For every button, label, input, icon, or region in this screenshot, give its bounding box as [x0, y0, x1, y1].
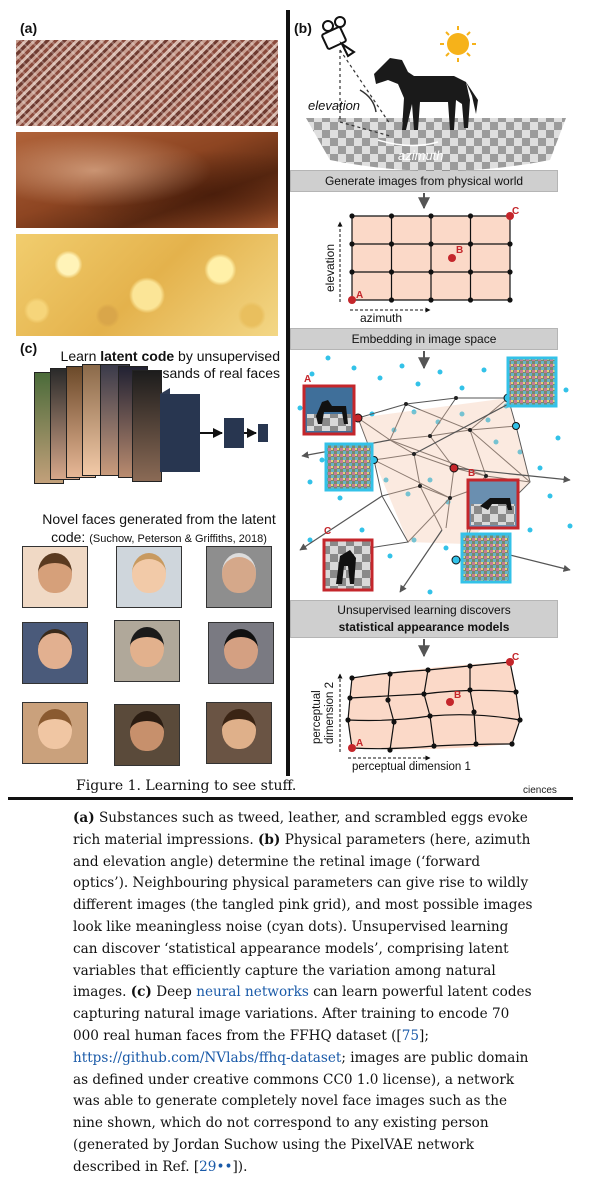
grid2-y-label-2: dimension 2 — [324, 682, 336, 744]
noise-image — [460, 532, 512, 584]
grid-fill — [348, 662, 520, 750]
perceptual-dimension-grid: A B C perceptual dimension 2 perceptual … — [311, 652, 523, 773]
rendered-horse-image-c — [322, 538, 374, 592]
figure-rule — [8, 797, 573, 800]
generated-face-image — [22, 546, 88, 608]
panel-c-heading: Learn latent code by unsupervised traini… — [50, 348, 280, 382]
generated-face-image — [114, 620, 180, 682]
figure-drawing: elevation azimuth A — [160, 16, 573, 773]
embedding-point-b: B — [468, 468, 475, 479]
caption-c-text-3: ]; — [419, 1027, 429, 1044]
rendered-horse-image-b — [466, 478, 520, 530]
physical-parameter-grid: A B C elevation azimuth — [323, 206, 519, 325]
grid2-x-label: perceptual dimension 1 — [352, 761, 471, 773]
caption-c-text-5: ]). — [232, 1158, 248, 1175]
elevation-scene-label: elevation — [308, 98, 360, 113]
step-generate-bar: Generate images from physical world — [290, 170, 558, 192]
camera-icon — [321, 16, 356, 58]
caption-c-text-4: ; images are public domain as defined un… — [73, 1049, 529, 1175]
step3-line2: statistical appearance models — [338, 620, 510, 634]
generated-face-image — [22, 622, 88, 684]
novel-text-main: Novel faces generated from the latent co… — [42, 511, 276, 545]
noise-image — [324, 442, 374, 492]
caption-b-text: Physical parameters (here, azimuth and e… — [73, 831, 533, 1001]
caption-a-text: Substances such as tweed, leather, and s… — [73, 810, 528, 848]
figure-caption: (a) Substances such as tweed, leather, a… — [73, 808, 533, 1179]
grid2-point-a: A — [356, 738, 363, 749]
step-embedding-bar: Embedding in image space — [290, 328, 558, 350]
heading-bold: latent code — [100, 348, 175, 364]
grid1-x-label: azimuth — [360, 311, 402, 325]
rendered-horse-image-a — [302, 384, 356, 436]
ffhq-dataset-link[interactable]: https://github.com/NVlabs/ffhq-dataset — [73, 1049, 342, 1066]
caption-a-label: (a) — [73, 810, 95, 826]
grid2-point-c: C — [512, 652, 519, 663]
novel-text-citation: (Suchow, Peterson & Griffiths, 2018) — [89, 533, 267, 545]
embedding-point-a: A — [304, 374, 311, 385]
figure-title: Figure 1. Learning to see stuff. — [76, 778, 297, 794]
noise-dots — [297, 355, 573, 595]
encoder-network-diagram — [160, 388, 268, 472]
generated-face-image — [206, 702, 272, 764]
horse-icon — [374, 58, 478, 130]
generated-face-image — [114, 704, 180, 766]
step-unsupervised-bar: Unsupervised learning discovers statisti… — [290, 600, 558, 638]
sun-icon — [440, 26, 476, 62]
azimuth-scene-label: azimuth — [398, 148, 444, 163]
grid1-point-c: C — [512, 206, 519, 217]
generated-face-image — [22, 702, 88, 764]
tweed-texture-image — [16, 40, 278, 126]
reference-29-link[interactable]: 29•• — [199, 1158, 233, 1175]
figure-1: (a) (c) Learn latent code by unsupervise… — [10, 10, 582, 796]
input-face-image — [132, 370, 162, 482]
generated-face-image — [206, 546, 272, 608]
neural-networks-link[interactable]: neural networks — [196, 984, 309, 1001]
image-space-embedding: A B C — [297, 355, 573, 595]
panel-c-label: (c) — [20, 340, 38, 356]
caption-b-label: (b) — [258, 831, 281, 848]
reference-75-link[interactable]: 75 — [401, 1027, 420, 1044]
grid1-point-b: B — [456, 245, 463, 256]
grid1-point-a: A — [356, 290, 363, 301]
generated-face-image — [208, 622, 274, 684]
panel-divider — [286, 10, 290, 776]
noise-image — [506, 356, 558, 408]
grid2-y-label-1: perceptual — [311, 690, 323, 744]
panel-b-label: (b) — [294, 20, 312, 36]
caption-c-text-1: Deep — [151, 984, 197, 1001]
scrambled-eggs-texture-image — [16, 234, 278, 336]
step3-line1: Unsupervised learning discovers — [337, 603, 511, 617]
leather-texture-image — [16, 132, 278, 228]
caption-c-text-2: can learn powerful latent codes capturin… — [73, 984, 532, 1044]
network-block — [258, 424, 268, 442]
network-block — [224, 418, 244, 448]
grid1-y-label: elevation — [323, 244, 337, 292]
heading-pre: Learn — [60, 348, 101, 364]
embedding-point-c: C — [324, 526, 331, 537]
camera-geometry-lines — [339, 49, 391, 137]
novel-faces-text: Novel faces generated from the latent co… — [34, 510, 284, 548]
generated-face-image — [116, 546, 182, 608]
network-block — [160, 394, 200, 472]
checkered-floor — [306, 118, 566, 171]
panel-a-label: (a) — [20, 20, 38, 36]
figure-credit: ciences — [523, 785, 557, 796]
caption-c-label: (c) — [130, 984, 152, 1001]
grid2-point-b: B — [454, 690, 461, 701]
